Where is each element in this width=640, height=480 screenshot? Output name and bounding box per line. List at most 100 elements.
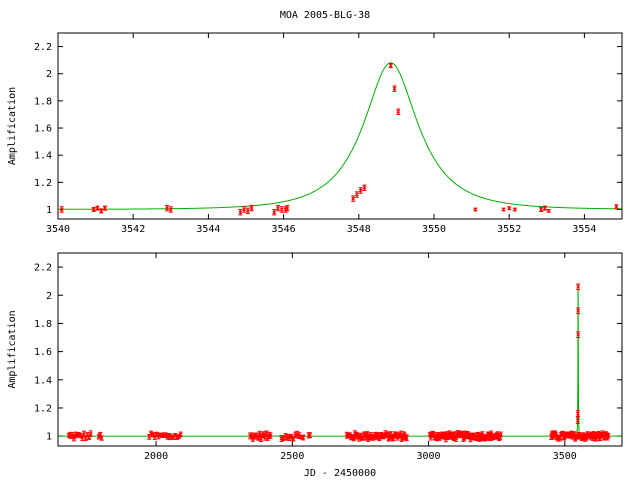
data-point <box>99 208 104 214</box>
point-marker <box>365 431 369 436</box>
y-tick-label: 1 <box>46 205 52 216</box>
y-tick-label: 1.8 <box>34 319 52 330</box>
y-tick-label: 1.4 <box>34 375 52 386</box>
data-point <box>87 434 92 441</box>
point-marker <box>103 206 107 210</box>
point-marker <box>242 207 246 212</box>
point-marker <box>238 210 243 215</box>
x-axis-label: JD - 2450000 <box>304 468 376 479</box>
y-axis-label: Amplification <box>7 87 18 165</box>
point-marker <box>88 431 93 436</box>
point-marker <box>178 432 183 437</box>
data-point <box>396 108 401 115</box>
x-tick-label: 2500 <box>280 451 304 462</box>
data-point <box>404 434 409 442</box>
point-marker <box>362 185 367 190</box>
y-tick-label: 1.2 <box>34 403 52 414</box>
data-point <box>542 205 547 211</box>
x-tick-label: 2000 <box>144 451 168 462</box>
point-marker <box>358 188 363 193</box>
data-point <box>178 431 183 438</box>
point-marker <box>156 434 161 438</box>
data-point <box>354 191 359 198</box>
point-marker <box>512 207 517 212</box>
point-marker <box>473 207 478 212</box>
data-point <box>576 307 581 315</box>
point-marker <box>91 207 96 212</box>
data-point <box>575 410 580 417</box>
point-marker <box>351 196 356 201</box>
data-point <box>268 432 273 439</box>
point-marker <box>276 206 280 210</box>
data-point <box>283 206 288 213</box>
data-point <box>362 184 367 191</box>
x-tick-label: 3552 <box>497 224 521 235</box>
data-point <box>249 204 254 212</box>
point-marker <box>376 432 381 437</box>
figure-title: MOA 2005-BLG-38 <box>280 10 370 21</box>
point-marker <box>279 207 284 212</box>
top-panel-zoom: 1 1.2 1.4 1.6 1.8 2 2.2 3540 3542 3544 3546 3548 355… <box>7 32 623 235</box>
bottom-panel-full: 1 1.2 1.4 1.6 1.8 2 2.2 2000 2500 3000 3500 Amplifi… <box>7 252 623 479</box>
x-tick-label: 3000 <box>417 451 441 462</box>
point-marker <box>398 431 403 436</box>
data-point <box>575 417 580 424</box>
x-tick-label: 3554 <box>572 224 596 235</box>
point-marker <box>575 418 580 423</box>
point-marker <box>355 192 359 197</box>
data-point <box>91 206 96 213</box>
data-point <box>614 204 619 210</box>
model-curve <box>58 62 622 210</box>
point-marker <box>507 206 512 210</box>
data-point <box>242 206 247 213</box>
data-point <box>59 206 64 213</box>
point-marker <box>404 435 409 440</box>
y-tick-label: 1.4 <box>34 151 52 162</box>
y-tick-label: 1 <box>46 432 52 443</box>
point-marker <box>249 206 254 210</box>
point-marker <box>501 207 506 212</box>
point-marker <box>287 435 292 440</box>
data-point <box>576 331 581 339</box>
y-tick-label: 1.2 <box>34 178 52 189</box>
x-tick-label: 3544 <box>196 224 220 235</box>
data-point <box>301 434 306 441</box>
point-marker <box>359 433 363 438</box>
point-marker <box>543 206 547 210</box>
point-marker <box>283 434 288 439</box>
y-tick-label: 1.6 <box>34 124 52 135</box>
point-marker <box>168 207 173 212</box>
data-point <box>99 435 104 441</box>
y-tick-label: 2.2 <box>34 263 52 274</box>
data-point <box>358 187 363 194</box>
point-marker <box>95 206 100 210</box>
data-point <box>507 206 512 210</box>
point-marker <box>268 433 273 438</box>
x-tick-label: 3546 <box>272 224 296 235</box>
x-tick-label: 3500 <box>553 451 577 462</box>
point-marker <box>485 436 490 441</box>
point-marker <box>263 435 267 440</box>
plot-frame <box>57 252 623 447</box>
x-tick-label: 3542 <box>121 224 145 235</box>
data-point <box>546 208 551 213</box>
data-point <box>275 204 280 212</box>
data-point <box>279 206 284 213</box>
data-point <box>103 205 107 211</box>
data-point <box>351 195 356 202</box>
x-tick-label: 3548 <box>347 224 371 235</box>
x-tick-label: 3540 <box>46 224 70 235</box>
data-point <box>168 206 173 213</box>
point-marker <box>606 433 611 438</box>
point-marker <box>98 432 103 437</box>
plot-frame <box>57 32 623 220</box>
point-marker <box>301 435 306 440</box>
point-marker <box>388 63 393 68</box>
point-marker <box>385 432 390 436</box>
data-point <box>512 207 517 212</box>
point-marker <box>546 209 551 213</box>
point-marker <box>388 431 393 436</box>
point-marker <box>614 204 619 209</box>
data-point <box>606 432 611 439</box>
